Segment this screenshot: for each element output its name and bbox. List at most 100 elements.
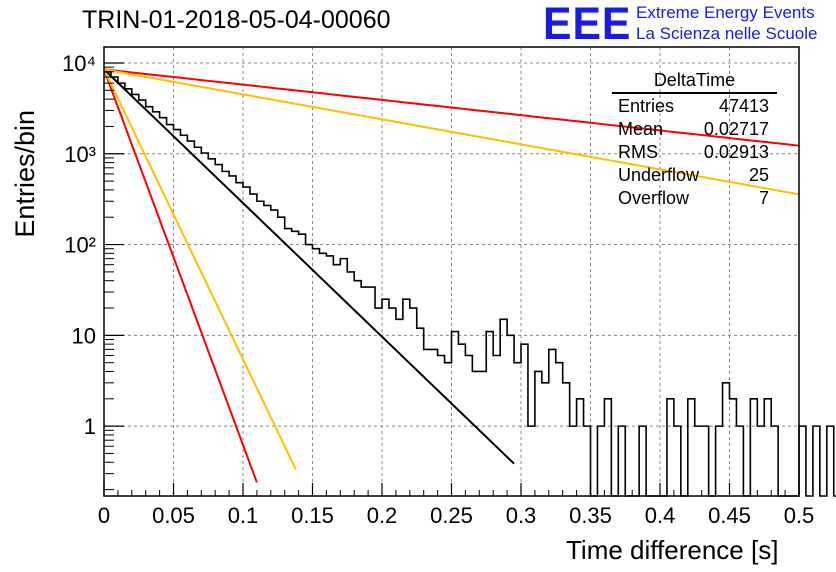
histogram-bin — [438, 355, 445, 496]
fit-curve-3 — [103, 68, 800, 147]
histogram-bin — [118, 83, 125, 496]
fit-curve-1 — [103, 69, 258, 483]
y-tick-label: 10⁴ — [62, 51, 96, 76]
y-tick-label: 10² — [64, 233, 96, 258]
y-axis-label: Entries/bin — [10, 110, 40, 238]
x-tick-label: 0.45 — [708, 503, 751, 528]
histogram-bin — [201, 153, 208, 496]
histogram-bin — [764, 399, 771, 496]
histogram-bin — [146, 107, 153, 496]
histogram-bin — [514, 363, 521, 496]
histogram-bin — [618, 426, 625, 496]
histogram-bin — [361, 287, 368, 496]
histogram-bin — [458, 344, 465, 496]
histogram-bin — [667, 399, 674, 496]
stats-row-underflow: Underflow 25 — [612, 164, 777, 187]
histogram-bin — [716, 426, 723, 496]
histogram-bin — [347, 272, 354, 496]
x-tick-label: 0.2 — [367, 503, 398, 528]
histogram-bin — [250, 194, 257, 496]
fit-curve-2 — [103, 68, 297, 470]
histogram-outline — [104, 70, 836, 497]
histogram-bin — [688, 399, 695, 496]
stat-value: 25 — [748, 165, 769, 185]
histogram-bin — [445, 363, 452, 496]
histogram-bin — [313, 249, 320, 496]
stat-label: RMS — [618, 142, 658, 162]
histogram-bin — [340, 259, 347, 496]
histogram-bin — [306, 245, 313, 496]
x-tick-label: 0.3 — [506, 503, 537, 528]
histogram-bin — [243, 187, 250, 496]
histogram-bin — [771, 426, 778, 496]
histogram-bin — [299, 234, 306, 496]
stats-row-rms: RMS 0.02913 — [612, 141, 777, 164]
histogram-bin — [535, 371, 542, 496]
histogram-bin — [236, 183, 243, 496]
histogram-bin — [479, 371, 486, 496]
histogram-bin — [500, 319, 507, 496]
histogram-bin — [125, 89, 132, 496]
histogram-bin — [604, 399, 611, 496]
histogram-bin — [570, 426, 577, 496]
histogram-bin — [584, 426, 591, 496]
histogram-bin — [319, 253, 326, 496]
histogram-bin — [111, 77, 118, 496]
histogram-bin — [813, 426, 820, 496]
stat-value: 47413 — [718, 96, 769, 116]
histogram-bin — [424, 349, 431, 496]
histogram-bin — [736, 426, 743, 496]
histogram-bin — [431, 349, 438, 496]
histogram-bin — [333, 265, 340, 496]
axis-ticks — [103, 62, 800, 496]
histogram-bin — [187, 141, 194, 496]
stats-title: DeltaTime — [612, 70, 777, 94]
histogram-bin — [472, 371, 479, 496]
stat-label: Mean — [618, 119, 664, 139]
histogram-bin — [757, 426, 764, 496]
histogram-bin — [521, 344, 528, 496]
histogram-bin — [597, 426, 604, 496]
y-tick-labels: 1 10 10² 10³ 10⁴ — [62, 51, 96, 439]
histogram-bin — [104, 72, 111, 496]
histogram-bin — [222, 171, 229, 496]
histogram-bin — [452, 332, 459, 496]
x-tick-label: 0.15 — [291, 503, 334, 528]
histogram-bin — [563, 383, 570, 496]
histogram-bin — [827, 426, 834, 496]
histogram-bin — [160, 118, 167, 496]
histogram-bin — [410, 308, 417, 496]
histogram-bin — [174, 130, 181, 496]
logo-mark: EEE — [543, 0, 632, 49]
histogram-bin — [278, 217, 285, 496]
histogram-bin — [271, 210, 278, 496]
histogram-bin — [354, 281, 361, 496]
y-tick-label: 1 — [84, 414, 96, 439]
logo-line-2: La Scienza nelle Scuole — [636, 24, 818, 43]
histogram-bin — [194, 147, 201, 496]
histogram-bin — [730, 399, 737, 496]
y-tick-label: 10³ — [64, 142, 96, 167]
fit-curves — [103, 68, 800, 483]
x-tick-label: 0.35 — [569, 503, 612, 528]
histogram-bin — [723, 383, 730, 496]
histogram-bin — [139, 100, 146, 496]
histogram-bin — [528, 426, 535, 496]
grid-lines — [104, 47, 799, 496]
x-tick-label: 0.5 — [784, 503, 815, 528]
histogram-bin — [180, 135, 187, 496]
histogram-bin — [542, 383, 549, 496]
histogram-bin — [556, 363, 563, 496]
histogram-bin — [702, 426, 709, 496]
x-tick-labels: 0 0.05 0.1 0.15 0.2 0.25 0.3 0.35 0.4 0.45 0.5 — [98, 503, 814, 528]
stat-value: 7 — [758, 188, 769, 208]
histogram-bin — [382, 299, 389, 496]
stats-box: DeltaTime Entries 47413 Mean 0.02717 RMS 0.… — [612, 70, 777, 210]
histogram-bin — [486, 332, 493, 496]
histogram-bin — [292, 231, 299, 496]
x-tick-label: 0.25 — [430, 503, 473, 528]
histogram-bin — [132, 94, 139, 496]
stat-value: 0.02717 — [703, 119, 769, 139]
stats-row-overflow: Overflow 7 — [612, 187, 777, 210]
histogram-bin — [465, 355, 472, 496]
